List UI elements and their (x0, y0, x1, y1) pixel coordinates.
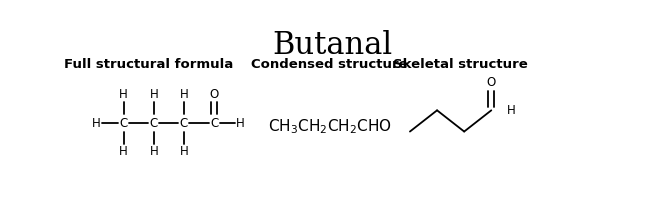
Text: C: C (120, 117, 128, 130)
Text: H: H (179, 88, 189, 101)
Text: H: H (507, 104, 516, 117)
Text: H: H (150, 145, 158, 158)
Text: Butanal: Butanal (272, 30, 392, 61)
Text: C: C (150, 117, 158, 130)
Text: Condensed structure: Condensed structure (251, 58, 408, 71)
Text: Skeletal structure: Skeletal structure (393, 58, 527, 71)
Text: H: H (179, 145, 189, 158)
Text: O: O (487, 76, 496, 89)
Text: O: O (209, 88, 219, 101)
Text: CH$_3$CH$_2$CH$_2$CHO: CH$_3$CH$_2$CH$_2$CHO (268, 117, 391, 136)
Text: H: H (236, 117, 244, 130)
Text: C: C (210, 117, 218, 130)
Text: Full structural formula: Full structural formula (64, 58, 233, 71)
Text: H: H (119, 88, 128, 101)
Text: C: C (180, 117, 188, 130)
Text: H: H (119, 145, 128, 158)
Text: H: H (91, 117, 100, 130)
Text: H: H (150, 88, 158, 101)
